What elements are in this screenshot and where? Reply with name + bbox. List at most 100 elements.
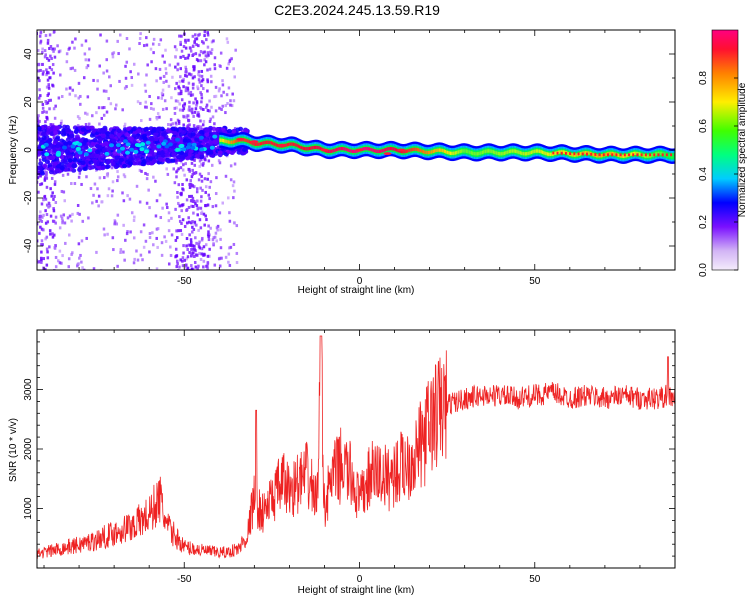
heatmap-cell bbox=[53, 194, 56, 198]
heatmap-cell bbox=[227, 62, 230, 66]
heatmap-cell bbox=[197, 178, 201, 182]
heatmap-cell bbox=[230, 104, 234, 108]
heatmap-cell bbox=[45, 185, 49, 189]
heatmap-cell bbox=[224, 104, 227, 108]
heatmap-cell bbox=[52, 207, 55, 211]
heatmap-cell bbox=[329, 149, 332, 154]
heatmap-cell bbox=[205, 105, 208, 109]
heatmap-cell bbox=[213, 122, 216, 126]
heatmap-cell bbox=[88, 47, 91, 51]
heatmap-cell bbox=[88, 160, 94, 165]
top-x-ticks: -50 0 50 bbox=[43, 30, 676, 287]
heatmap-cell bbox=[207, 193, 211, 197]
heatmap-cell bbox=[212, 140, 218, 145]
heatmap-cell bbox=[40, 250, 43, 254]
heatmap-cell bbox=[132, 126, 138, 131]
heatmap-cell bbox=[210, 163, 214, 167]
heatmap-cell bbox=[566, 151, 569, 155]
heatmap-cell bbox=[286, 143, 289, 147]
heatmap-cell bbox=[206, 177, 209, 181]
heatmap-cell bbox=[62, 213, 66, 217]
heatmap-cell bbox=[87, 165, 93, 171]
heatmap-cell bbox=[81, 141, 87, 146]
heatmap-cell bbox=[41, 47, 44, 51]
heatmap-cell bbox=[72, 157, 78, 162]
heatmap-cell bbox=[53, 233, 56, 237]
heatmap-cell bbox=[206, 109, 210, 113]
heatmap-cell bbox=[313, 145, 316, 150]
heatmap-cell bbox=[538, 149, 540, 153]
heatmap-cell bbox=[163, 99, 167, 103]
heatmap-cell bbox=[158, 67, 162, 71]
heatmap-cell bbox=[45, 73, 48, 77]
heatmap-cell bbox=[54, 200, 58, 204]
heatmap-cell bbox=[190, 264, 193, 268]
heatmap-cell bbox=[44, 34, 48, 38]
heatmap-cell bbox=[640, 153, 643, 157]
heatmap-cell bbox=[45, 263, 49, 267]
heatmap-cell bbox=[203, 50, 206, 54]
heatmap-cell bbox=[51, 232, 54, 236]
heatmap-cell bbox=[441, 148, 443, 153]
heatmap-cell bbox=[172, 167, 176, 171]
heatmap-cell bbox=[227, 252, 231, 256]
heatmap-cell bbox=[97, 137, 103, 143]
heatmap-cell bbox=[39, 140, 45, 146]
heatmap-cell bbox=[65, 52, 69, 56]
heatmap-cell bbox=[202, 259, 206, 263]
heatmap-cell bbox=[37, 96, 41, 100]
heatmap-cell bbox=[46, 78, 50, 82]
heatmap-cell bbox=[76, 124, 80, 128]
heatmap-cell bbox=[224, 111, 227, 115]
heatmap-cell bbox=[350, 149, 353, 153]
heatmap-cell bbox=[39, 214, 43, 218]
top-y-tick-label: -20 bbox=[23, 190, 34, 205]
heatmap-cell bbox=[550, 152, 553, 156]
heatmap-cell bbox=[92, 267, 96, 270]
heatmap-cell bbox=[187, 119, 190, 123]
heatmap-cell bbox=[656, 152, 658, 156]
heatmap-cell bbox=[45, 247, 49, 251]
heatmap-cell bbox=[68, 92, 72, 96]
heatmap-cell bbox=[190, 175, 194, 179]
heatmap-cell bbox=[129, 70, 132, 74]
bottom-y-ticks: 1000 2000 3000 bbox=[23, 329, 675, 569]
heatmap-cell bbox=[227, 86, 231, 90]
heatmap-cell bbox=[217, 257, 221, 261]
heatmap-cell bbox=[187, 167, 190, 171]
heatmap-cell bbox=[102, 89, 106, 93]
heatmap-cell bbox=[349, 149, 351, 153]
heatmap-cell bbox=[48, 155, 54, 161]
heatmap-cell bbox=[200, 252, 204, 256]
heatmap-cell bbox=[178, 204, 182, 208]
heatmap-cell bbox=[145, 201, 149, 205]
heatmap-cell bbox=[490, 149, 493, 153]
heatmap-cell bbox=[225, 37, 229, 41]
heatmap-cell bbox=[196, 213, 199, 217]
heatmap-cell bbox=[68, 46, 71, 50]
heatmap-cell bbox=[190, 243, 193, 247]
heatmap-cell bbox=[145, 36, 148, 40]
heatmap-cell bbox=[185, 70, 188, 74]
heatmap-cell bbox=[534, 149, 537, 153]
heatmap-cell bbox=[181, 147, 187, 152]
heatmap-cell bbox=[124, 64, 127, 68]
heatmap-cell bbox=[185, 237, 189, 241]
heatmap-cell bbox=[247, 139, 250, 143]
heatmap-cell bbox=[192, 127, 198, 132]
heatmap-cell bbox=[122, 250, 125, 254]
heatmap-cell bbox=[637, 152, 640, 156]
heatmap-cell bbox=[86, 95, 90, 99]
heatmap-cell bbox=[209, 180, 213, 184]
heatmap-cell bbox=[573, 153, 576, 157]
heatmap-cell bbox=[179, 40, 182, 44]
heatmap-cell bbox=[196, 187, 199, 191]
heatmap-cell bbox=[548, 152, 550, 156]
heatmap-cell bbox=[97, 204, 100, 208]
heatmap-cell bbox=[204, 60, 208, 64]
heatmap-cell bbox=[177, 140, 183, 145]
heatmap-cell bbox=[124, 238, 127, 242]
heatmap-cell bbox=[87, 216, 90, 220]
heatmap-cell bbox=[306, 147, 308, 151]
heatmap-cell bbox=[443, 149, 446, 153]
